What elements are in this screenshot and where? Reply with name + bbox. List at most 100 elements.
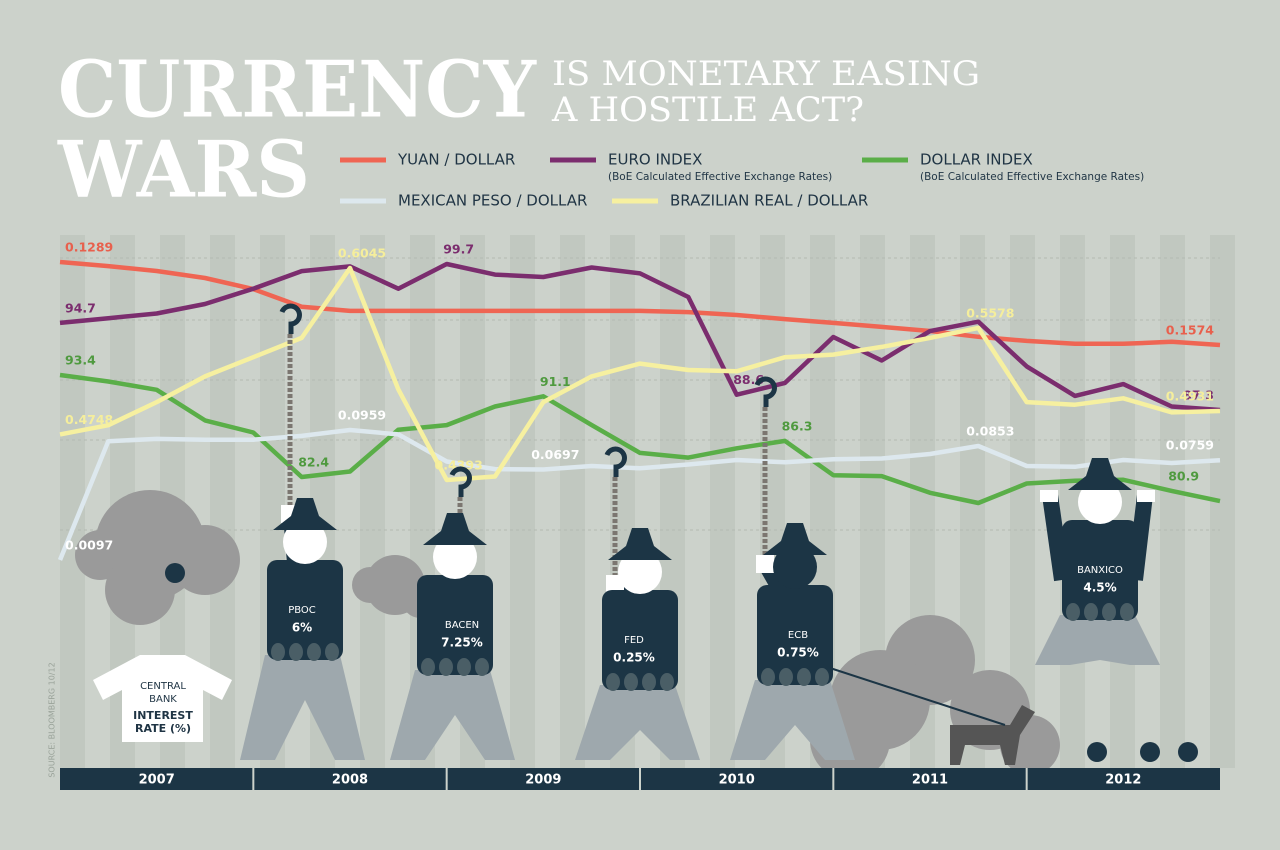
title: WARS [57, 125, 310, 216]
hook [279, 303, 302, 334]
bank-name: BACEN [445, 620, 479, 631]
value-label: 0.0853 [966, 423, 1014, 438]
legend-label: MEXICAN PESO / DOLLAR [398, 192, 587, 210]
grenade [307, 643, 321, 661]
value-label: 0.0097 [65, 538, 113, 553]
grenade [421, 658, 435, 676]
legend-label: DOLLAR INDEX [920, 151, 1033, 169]
bank-name: FED [624, 635, 644, 646]
value-label: 82.4 [298, 455, 329, 470]
shirt [93, 655, 232, 742]
series-line [59, 261, 1221, 413]
legend: YUAN / DOLLAR EURO INDEX (BoE Calculated E… [340, 151, 1144, 210]
head [618, 550, 662, 594]
bank-rate: 7.25% [441, 636, 483, 650]
value-label: 86.3 [782, 418, 813, 433]
source: SOURCE: BLOOMBERG 10/12 [48, 662, 57, 777]
grenade [271, 643, 285, 661]
value-label: 91.1 [540, 374, 571, 389]
series-line [59, 372, 1221, 506]
grenade [606, 673, 620, 691]
value-label: 0.5578 [966, 305, 1014, 320]
shirt-label: RATE (%) [135, 722, 191, 735]
grenade [797, 668, 811, 686]
smoke-cloud [352, 567, 388, 603]
grenade [1066, 603, 1080, 621]
torso [267, 560, 343, 660]
grenade [457, 658, 471, 676]
grenade [660, 673, 674, 691]
plot: 0.12890.157494.799.788.687.393.482.491.1… [57, 240, 1221, 561]
bank-rate: 0.75% [777, 646, 819, 660]
grenade [642, 673, 656, 691]
hat [608, 528, 672, 560]
bomb [1140, 742, 1160, 762]
x-tick-label: 2010 [719, 773, 755, 788]
stripe [710, 235, 735, 768]
grenade [624, 673, 638, 691]
value-label: 0.4393 [435, 458, 483, 473]
smoke-cloud [75, 530, 125, 580]
legend-label: BRAZILIAN REAL / DOLLAR [670, 192, 868, 210]
torso [757, 585, 833, 685]
bomb [165, 563, 185, 583]
x-tick-label: 2012 [1105, 773, 1141, 788]
hand [1040, 490, 1058, 502]
bank-name: BANXICO [1077, 565, 1123, 576]
value-label: 99.7 [443, 242, 474, 257]
bank-rate: 4.5% [1083, 581, 1116, 595]
x-axis: 2007 2008 2009 2010 2011 2012 [60, 768, 1220, 790]
value-label: 0.0959 [338, 408, 386, 423]
grenade [1102, 603, 1116, 621]
grenade [475, 658, 489, 676]
value-label: 87.3 [1183, 388, 1214, 403]
legs [390, 670, 515, 760]
value-label: 94.7 [65, 300, 96, 315]
dog [950, 705, 1035, 765]
hat [763, 523, 827, 555]
value-label: 0.1289 [65, 240, 113, 255]
x-tick-label: 2009 [525, 773, 561, 788]
stripe [360, 235, 385, 768]
value-label: 80.9 [1168, 468, 1199, 483]
hook [449, 466, 472, 497]
subtitle: IS MONETARY EASING [552, 54, 980, 94]
stripe [1160, 235, 1185, 768]
grenade [1120, 603, 1134, 621]
head [283, 520, 327, 564]
grenade [439, 658, 453, 676]
legs [240, 655, 365, 760]
stripe [510, 235, 535, 768]
hand [1137, 490, 1155, 502]
grenade [325, 643, 339, 661]
hook [754, 376, 777, 407]
smoke-cloud [105, 555, 175, 625]
torso [417, 575, 493, 675]
value-label: 0.6045 [338, 246, 386, 261]
value-label: 0.1574 [1166, 323, 1215, 338]
x-tick-label: 2007 [139, 773, 175, 788]
grenade [779, 668, 793, 686]
shirt-label: BANK [149, 694, 177, 705]
x-tick-label: 2011 [912, 773, 948, 788]
x-tick-label: 2008 [332, 773, 368, 788]
legend-note: (BoE Calculated Effective Exchange Rates… [608, 171, 832, 183]
grenade [815, 668, 829, 686]
head [433, 535, 477, 579]
series-line [59, 265, 1221, 483]
bank-rate: 6% [292, 621, 312, 635]
bomb [1087, 742, 1107, 762]
bank-rate: 0.25% [613, 651, 655, 665]
bank-name: PBOC [288, 605, 316, 616]
leash [829, 667, 1006, 726]
grenade [761, 668, 775, 686]
value-label: 0.0697 [531, 447, 579, 462]
head [773, 545, 817, 589]
series-line [57, 427, 1221, 561]
hat [1068, 458, 1132, 490]
shirt-label: CENTRAL [140, 681, 186, 692]
legs [1035, 615, 1160, 665]
legs [575, 685, 700, 760]
torso [602, 590, 678, 690]
